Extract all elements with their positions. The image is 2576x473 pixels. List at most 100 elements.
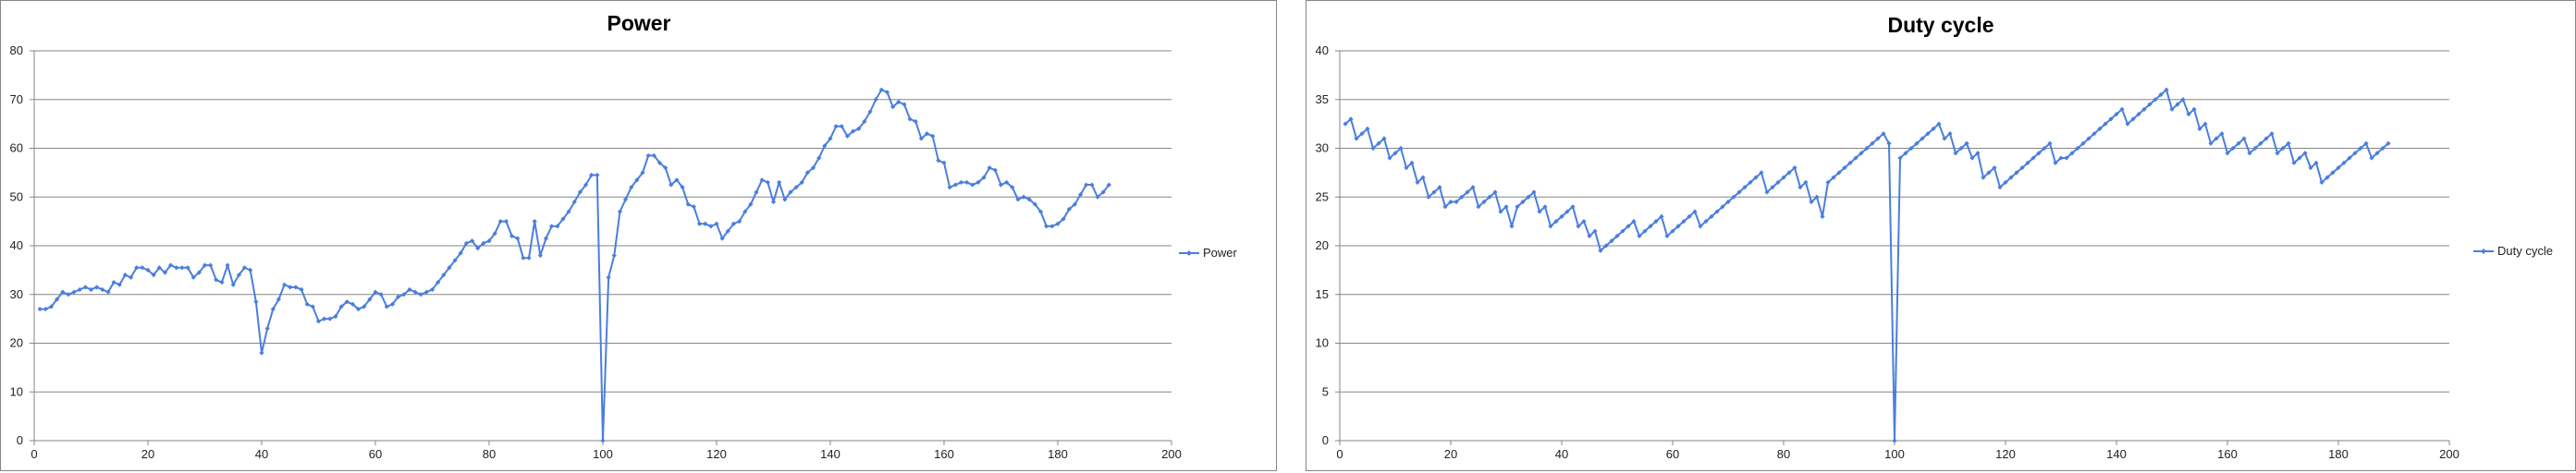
duty-cycle-data-point [2308,165,2313,171]
power-data-point [1015,197,1021,202]
power-data-point [333,313,338,320]
duty-cycle-data-point [2280,145,2286,152]
power-data-point [606,274,611,280]
duty-cycle-chart: Duty cycle 0 5 10 15 20 25 30 35 40 0 20 40 60 80 100 12… [1316,13,2553,461]
power-data-point [663,165,669,171]
duty-cycle-x-tick-label: 100 [1884,447,1905,461]
duty-cycle-data-point [2147,102,2153,107]
power-data-point [884,90,890,95]
power-data-point [241,265,248,271]
power-data-point [515,236,521,241]
power-data-point [77,286,82,293]
duty-cycle-data-point [1964,140,1969,146]
duty-cycle-data-point [2069,151,2075,156]
power-data-point [804,170,810,176]
duty-cycle-data-point [2091,131,2097,137]
duty-cycle-data-point [2158,91,2164,98]
power-data-point [816,155,822,161]
power-x-tick-label: 100 [593,447,613,461]
power-data-point [1061,216,1066,222]
power-data-point [1021,194,1026,200]
duty-cycle-x-tick-label: 0 [1336,447,1343,461]
power-data-point [214,277,219,283]
duty-cycle-data-point [2086,136,2091,141]
duty-cycle-data-point [2236,140,2241,146]
power-data-point [367,297,373,302]
duty-cycle-data-point [2042,145,2047,152]
duty-cycle-data-point [2019,165,2025,171]
power-data-point [288,285,293,290]
duty-cycle-data-point [2214,136,2219,141]
duty-cycle-data-point [2164,87,2169,92]
power-data-point [230,282,236,287]
duty-cycle-data-point [2025,160,2030,165]
duty-cycle-data-point [2191,106,2197,112]
duty-cycle-data-point [2275,151,2280,156]
duty-cycle-data-point [1958,145,1964,152]
power-data-point [595,172,600,178]
power-data-point [117,282,122,287]
power-data-point [1032,201,1037,207]
power-data-point [998,182,1004,188]
duty-cycle-y-tick-label: 0 [1322,433,1329,447]
duty-cycle-data-point [2302,151,2308,156]
power-data-point [248,267,253,273]
power-x-tick-label: 200 [1161,447,1182,461]
power-data-point [1100,189,1106,195]
duty-cycle-series-line [1344,89,2389,442]
power-data-point [1010,185,1015,190]
duty-cycle-data-point [2386,140,2391,146]
duty-cycle-y-tick-label: 20 [1316,238,1329,252]
power-data-point [94,285,100,290]
power-data-point [185,265,190,271]
duty-cycle-data-point [1992,165,1997,171]
power-data-point [833,124,839,129]
duty-cycle-data-point [1975,151,1981,156]
duty-cycle-data-point [2230,145,2236,152]
power-x-tick-label: 20 [141,447,154,461]
power-data-point [105,289,111,295]
power-data-point [282,282,288,287]
duty-cycle-data-point [1986,170,1992,176]
duty-cycle-data-point [2297,155,2302,161]
duty-cycle-chart-panel: Duty cycle 0 5 10 15 20 25 30 35 40 0 20 40 60 80 100 12… [1306,0,2576,471]
duty-cycle-data-point [1509,224,1515,229]
duty-cycle-y-tick-label: 5 [1322,384,1329,398]
duty-cycle-data-point [2030,155,2036,161]
power-data-point [264,326,270,332]
power-data-point [669,182,674,188]
power-data-point [532,219,537,224]
power-data-point [111,279,117,285]
power-data-point [509,233,515,239]
duty-cycle-data-point [2153,97,2158,103]
power-legend-label: Power [1203,246,1238,260]
power-data-point [799,179,804,186]
power-data-point [310,304,315,309]
duty-cycle-data-point [1892,438,1897,443]
duty-cycle-data-point [2008,175,2014,180]
power-data-point [344,299,350,305]
power-data-point [270,306,276,312]
power-data-point [156,265,162,271]
power-data-point [902,102,907,107]
power-data-point [867,109,873,115]
power-data-point [304,301,310,307]
duty-cycle-data-point [1903,151,1908,156]
power-data-point [253,299,259,305]
power-data-point [890,104,896,110]
power-data-point [793,185,799,190]
power-y-tick-label: 40 [10,238,23,252]
power-data-point [924,131,930,137]
power-data-point [543,236,549,241]
power-data-point [48,304,55,309]
duty-cycle-data-point [2208,140,2214,146]
power-x-tick-label: 0 [31,447,37,461]
power-chart: Power 0 10 20 30 40 50 60 70 80 0 20 40 60 80 100 120 140… [10,11,1238,461]
power-data-point [896,99,902,104]
duty-cycle-data-point [2336,165,2341,171]
power-data-point [88,286,94,293]
power-data-point [1078,192,1084,198]
duty-cycle-data-point [1914,140,1920,146]
power-data-point [754,189,759,195]
duty-cycle-y-tick-label: 10 [1316,336,1329,350]
